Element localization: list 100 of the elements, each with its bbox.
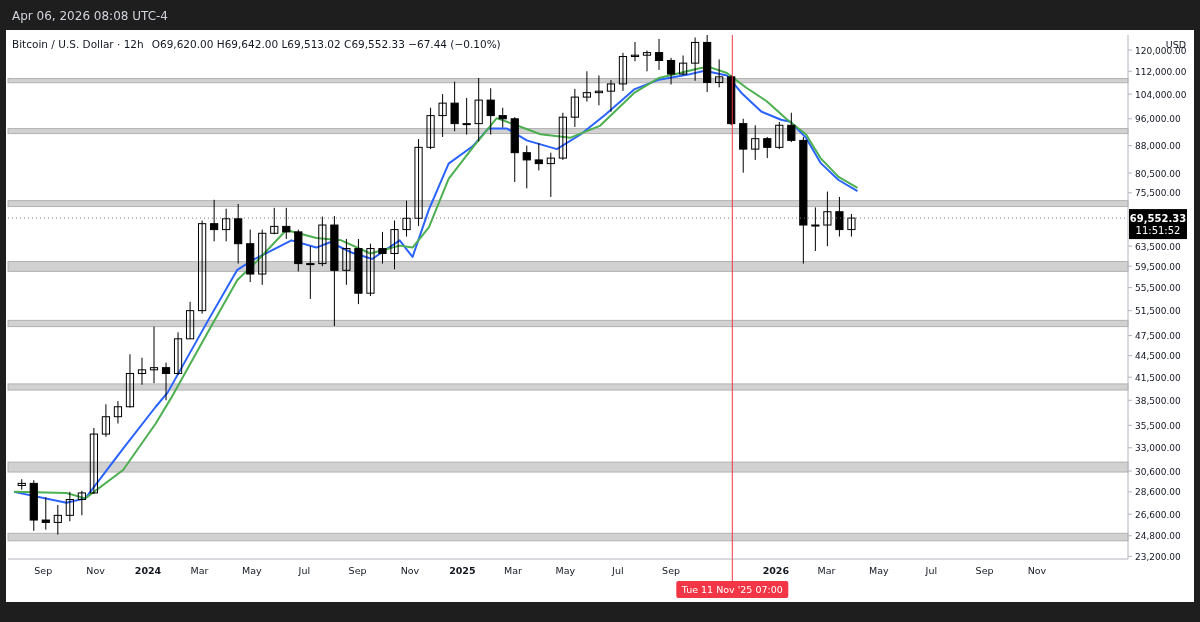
candlestick [125,353,135,409]
y-tick-label: 80,500.00 [1135,168,1182,179]
candlestick [438,93,447,138]
candlestick [630,41,640,62]
y-tick-label: 104,000.00 [1135,89,1187,100]
x-tick-label: May [869,565,890,576]
candlestick [342,238,351,286]
candlestick [53,504,62,536]
y-tick-label: 41,500.00 [1135,372,1182,383]
chart-title: Bitcoin / U.S. Dollar · 12h [12,38,144,50]
y-tick-label: 23,200.00 [1135,551,1182,562]
candlestick [666,57,676,85]
candlestick [715,58,724,88]
candlestick [618,52,628,92]
candlestick [811,206,820,252]
candlestick [654,38,664,71]
candlestick [691,36,700,82]
candlestick [198,220,207,315]
candlestick [582,70,591,103]
candlestick [161,362,171,401]
y-tick-label: 96,000.00 [1135,114,1182,125]
candlestick [222,208,231,242]
candlestick [534,142,543,171]
candlestick [486,87,495,136]
x-tick-label: Nov [400,565,420,576]
x-tick-label: May [555,565,576,576]
x-tick-label: May [242,565,263,576]
x-tick-label: Jul [924,565,938,576]
candlestick [306,245,315,300]
x-tick-label: Sep [975,565,994,576]
ref-line-label: 69,552.33 [1129,213,1187,225]
x-tick-label: Mar [504,565,523,576]
x-tick-label: 2025 [449,565,476,576]
candlestick [414,138,423,227]
candlestick [775,121,784,150]
candlestick [498,107,507,129]
x-tick-label: Jul [297,565,311,576]
candlestick [606,79,616,113]
y-tick-label: 26,600.00 [1135,509,1182,520]
y-tick-label: 30,600.00 [1135,466,1182,477]
x-tick-label: Nov [86,565,106,576]
candlestick [474,77,483,142]
candlestick [847,213,856,238]
candlestick [835,196,844,238]
y-tick-label: 44,500.00 [1135,351,1182,362]
x-tick-label: Sep [34,565,53,576]
candlestick [426,107,435,150]
candlestick [149,326,159,384]
candlestick [77,490,86,516]
candlestick [282,207,291,240]
x-tick-label: Sep [348,565,367,576]
candlestick [522,145,531,189]
candlestick [462,97,471,136]
candlestick [378,231,387,265]
y-tick-label: 24,800.00 [1135,531,1182,542]
candlestick [65,491,74,522]
candlestick [558,112,567,161]
y-tick-label: 35,500.00 [1135,420,1182,431]
y-tick-label: 88,000.00 [1135,141,1182,152]
candlestick [101,403,111,438]
x-tick-label: 2024 [134,565,162,576]
candlestick [137,357,147,386]
candlestick [823,191,832,247]
y-tick-label: 38,500.00 [1135,395,1182,406]
candlestick [210,199,219,242]
y-tick-label: 28,600.00 [1135,487,1182,498]
chart-subtitle: O69,620.00 H69,642.00 L69,513.02 C69,552.33 −67.44 (−0.10%) [151,38,501,50]
candlestick [41,496,50,531]
text: 11:51:52 [1135,225,1181,237]
candlestick [270,207,279,235]
x-tick-label: Nov [1027,565,1047,576]
y-tick-label: 59,500.00 [1135,261,1182,272]
candlestick [642,50,652,72]
y-tick-label: 63,500.00 [1135,241,1182,252]
candlestick [787,112,796,143]
y-tick-label: 55,500.00 [1135,283,1182,294]
candlestick [89,427,98,495]
candlestick [678,54,688,76]
candlestick [402,200,411,238]
candlestick [570,88,579,128]
y-tick-label: 33,000.00 [1135,443,1182,454]
candlestick [113,400,123,425]
x-tick-label: 2026 [762,565,790,576]
y-tick-label: 112,000.00 [1135,66,1187,77]
candlestick [390,220,399,270]
x-tick-label: Mar [817,565,836,576]
x-tick-label: Mar [190,565,209,576]
candlestick [258,229,267,286]
candlestick [185,301,195,340]
candlestick [366,243,375,297]
text: Apr 06, 2026 08:08 UTC-4 [12,9,168,23]
candlestick [173,331,183,376]
candlestick [450,81,459,132]
candlestick [594,74,604,106]
x-tick-label: Jul [611,565,624,576]
candlestick [318,216,327,267]
candlestick [546,152,555,198]
x-tick-label: Sep [662,565,681,576]
y-tick-label: 47,500.00 [1135,331,1182,342]
candlestick [763,136,772,159]
